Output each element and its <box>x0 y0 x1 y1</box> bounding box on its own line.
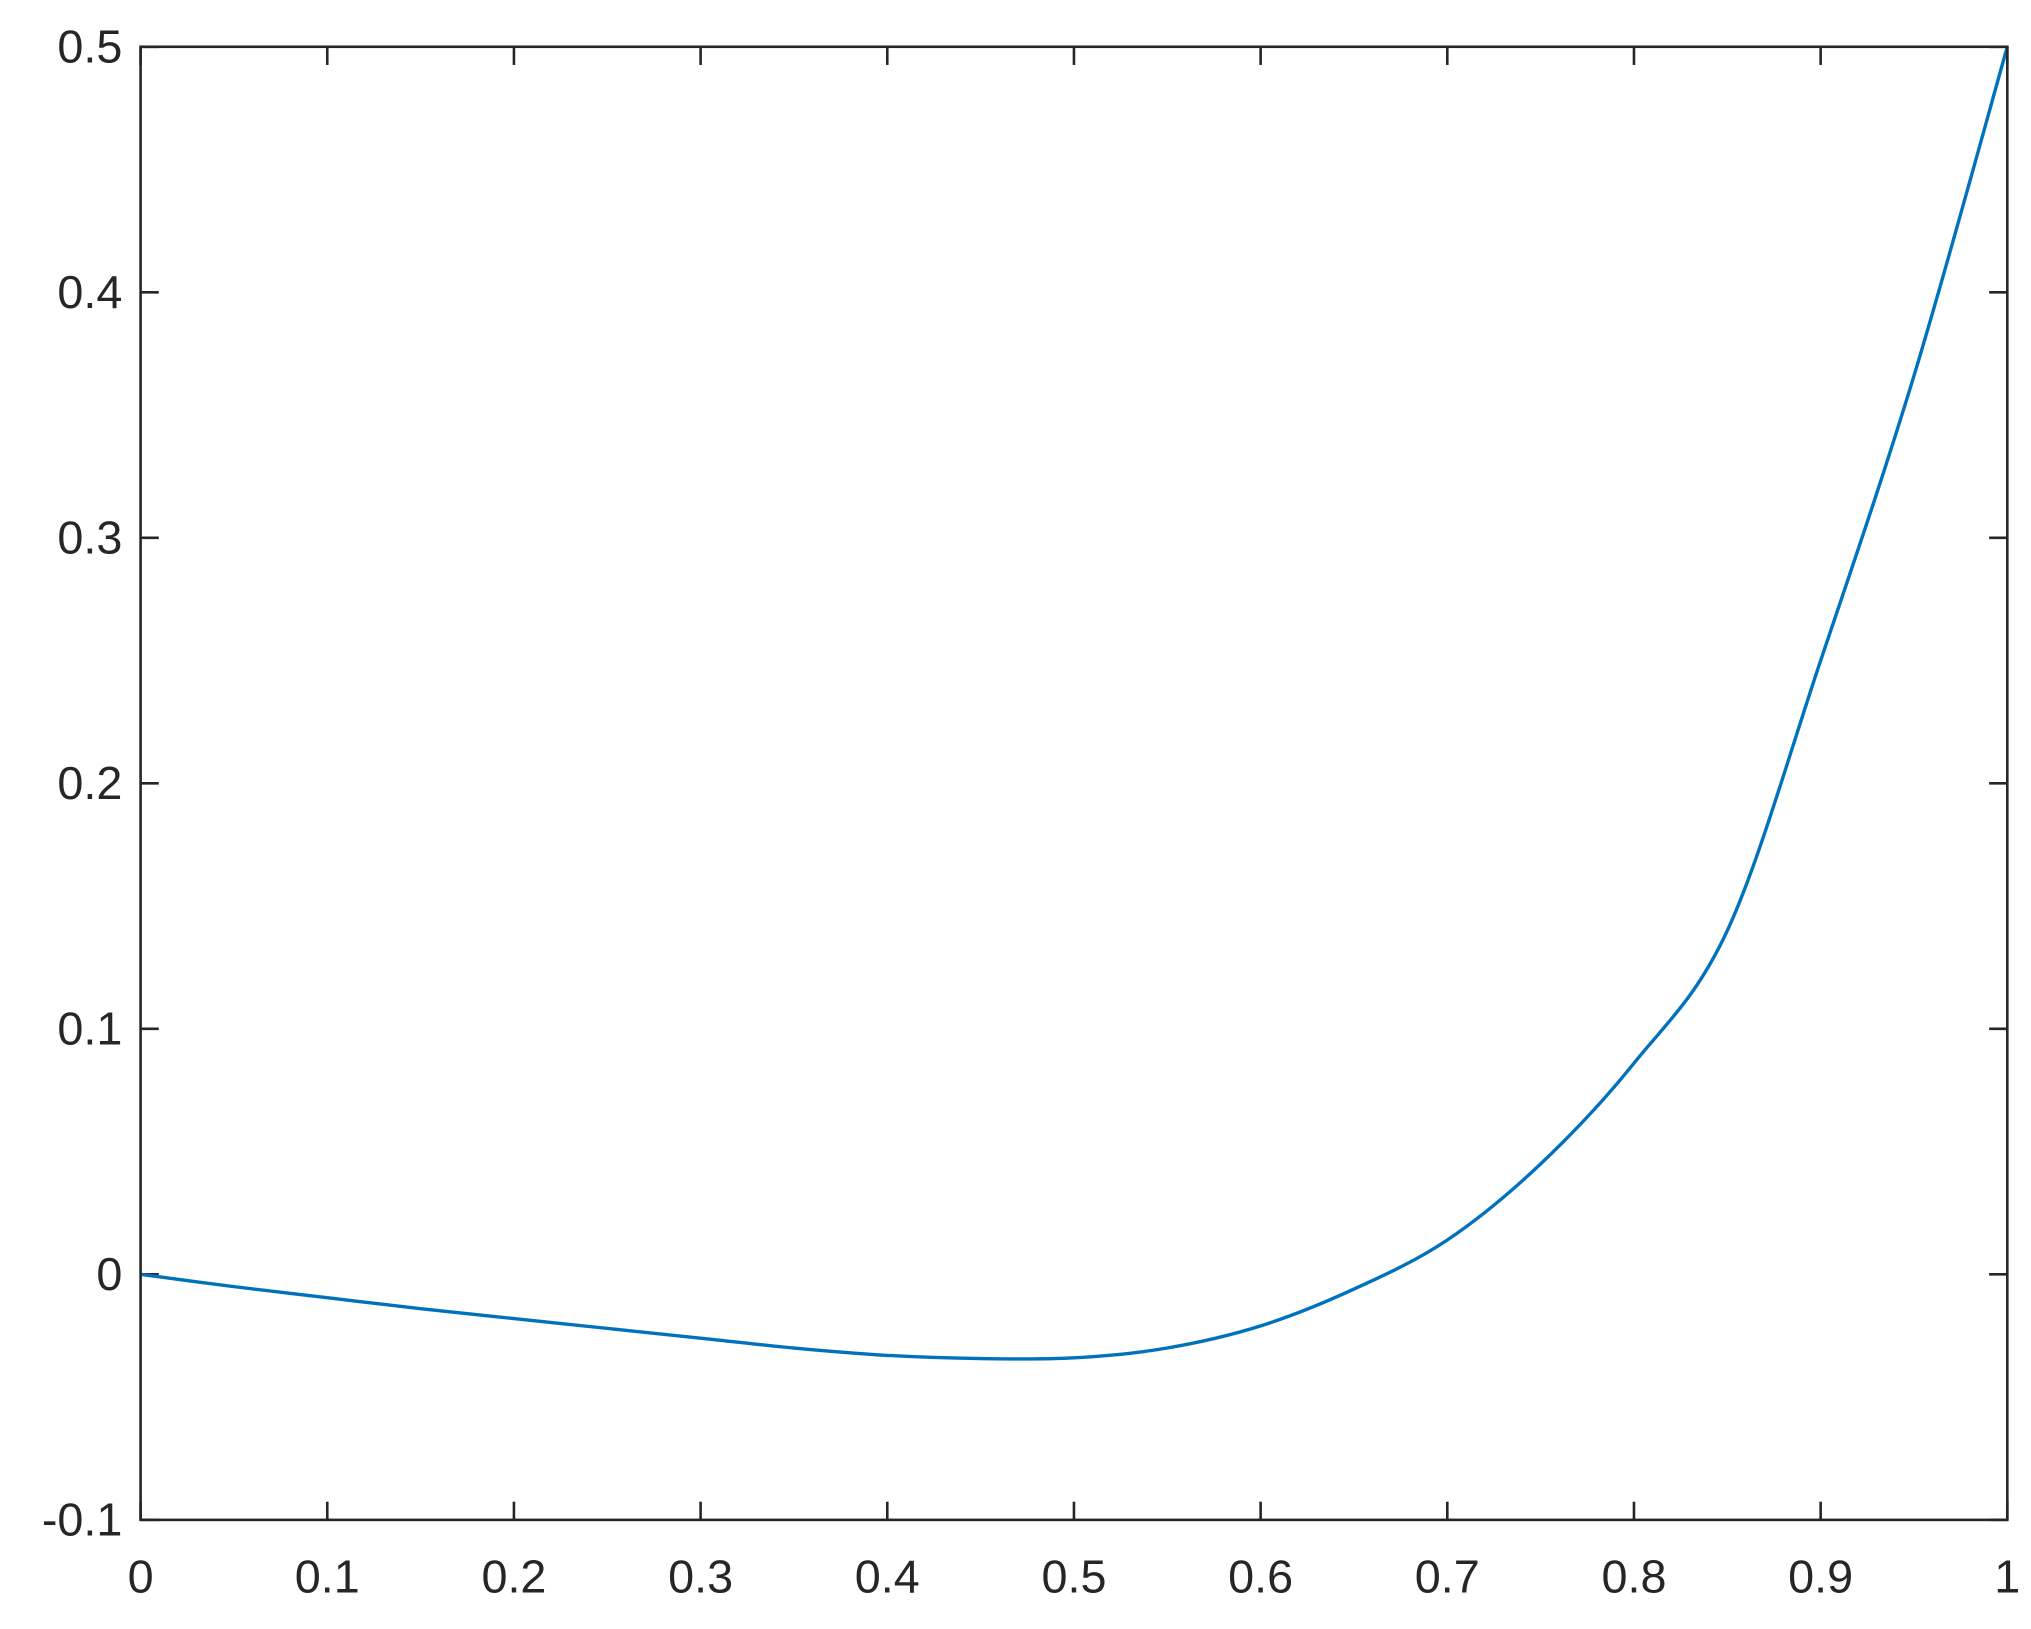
axes-box <box>139 45 2009 1522</box>
x-tick-label: 0.4 <box>855 1551 920 1603</box>
x-tick-label: 0.1 <box>295 1551 360 1603</box>
tick-labels: 0 0.1 0.2 0.3 0.4 0.5 0.6 0.7 0.8 0.9 1-0.100.10.2… <box>42 20 2020 1602</box>
y-tick-label: 0.5 <box>57 20 122 72</box>
x-tick-label: 0.5 <box>1041 1551 1106 1603</box>
x-tick-label: 0 <box>128 1551 154 1603</box>
x-tick-label: 0.7 <box>1415 1551 1480 1603</box>
x-tick-label: 1 <box>1994 1551 2020 1603</box>
x-tick-label: 0.9 <box>1788 1551 1853 1603</box>
x-tick-label: 0.3 <box>668 1551 733 1603</box>
ticks <box>139 45 2009 1522</box>
y-tick-label: 0 <box>96 1248 122 1300</box>
y-tick-label: 0.1 <box>57 1002 122 1054</box>
y-tick-label: 0.2 <box>57 757 122 809</box>
x-tick-label: 0.2 <box>481 1551 546 1603</box>
y-tick-label: 0.3 <box>57 511 122 563</box>
y-tick-label: -0.1 <box>42 1493 123 1545</box>
y-tick-label: 0.4 <box>57 266 122 318</box>
series-line <box>140 46 2009 1361</box>
x-tick-label: 0.6 <box>1228 1551 1293 1603</box>
x-tick-label: 0.8 <box>1601 1551 1666 1603</box>
